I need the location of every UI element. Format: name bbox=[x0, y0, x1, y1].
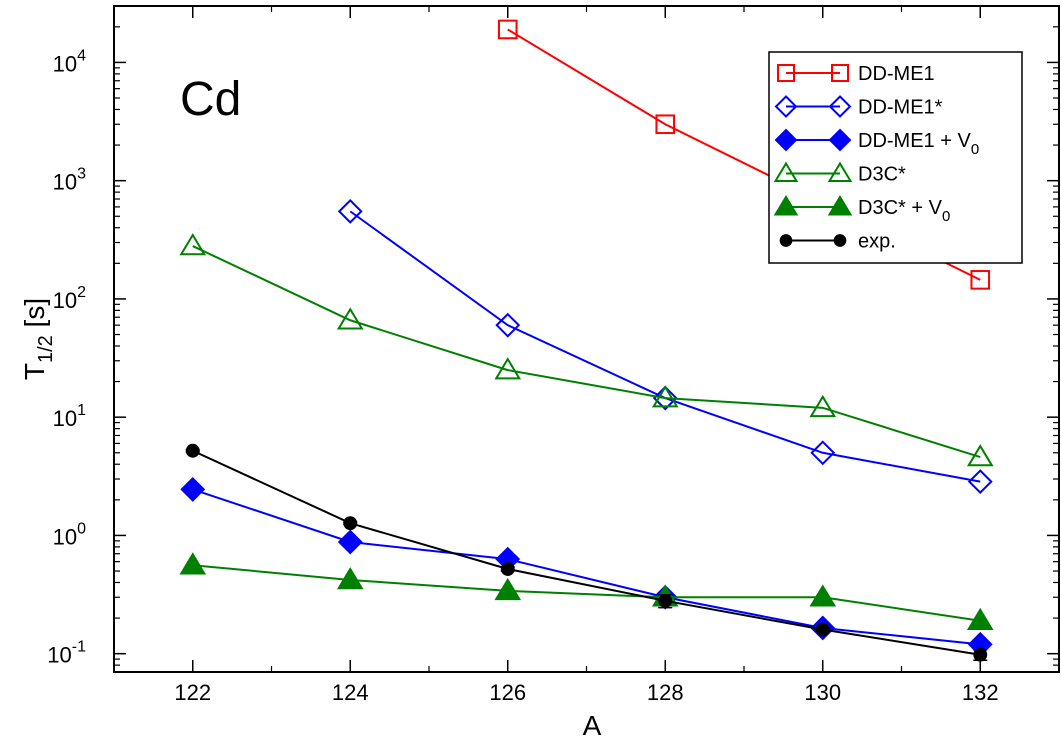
legend: DD-ME1 DD-ME1* DD-ME1 + V0 D3C* D3C* + V0 exp… bbox=[768, 51, 1023, 264]
series-line bbox=[192, 488, 981, 646]
marker-circle bbox=[779, 234, 793, 247]
x-tick-label: 132 bbox=[962, 680, 999, 705]
marker-triangle bbox=[179, 552, 207, 575]
series-dd-me1-v-0 bbox=[180, 476, 993, 657]
marker-triangle bbox=[809, 584, 837, 607]
y-tick-label: 100 bbox=[53, 520, 86, 549]
x-tick-label: 128 bbox=[647, 680, 684, 705]
marker-square bbox=[655, 114, 676, 135]
marker-circle bbox=[815, 622, 830, 637]
legend-entry: DD-ME1 + V0 bbox=[774, 128, 979, 158]
x-tick-label: 126 bbox=[489, 680, 526, 705]
marker-square bbox=[831, 64, 849, 82]
y-tick-label: 104 bbox=[53, 47, 86, 76]
y-tick-label: 102 bbox=[53, 284, 86, 313]
legend-entry: DD-ME1 bbox=[777, 63, 935, 85]
marker-square bbox=[497, 19, 518, 40]
marker-square bbox=[970, 270, 991, 290]
x-tick-label: 122 bbox=[174, 680, 211, 705]
data-series bbox=[179, 19, 994, 662]
marker-triangle bbox=[827, 195, 853, 216]
series-line bbox=[192, 245, 981, 459]
marker-diamond bbox=[180, 476, 206, 502]
marker-triangle bbox=[773, 161, 799, 182]
marker-circle bbox=[658, 593, 673, 608]
marker-triangle bbox=[773, 195, 799, 216]
x-axis-label: A bbox=[583, 710, 602, 741]
legend-entry: DD-ME1* bbox=[774, 95, 943, 119]
series-d3c- bbox=[179, 233, 994, 467]
legend-label: D3C* bbox=[858, 164, 906, 186]
marker-diamond bbox=[337, 529, 363, 555]
y-axis-label: T1/2 [s] bbox=[19, 298, 57, 380]
legend-entry: D3C* + V0 bbox=[773, 195, 950, 225]
x-tick-label: 124 bbox=[332, 680, 369, 705]
marker-triangle bbox=[966, 444, 994, 467]
y-axis-label-sub: 1/2 bbox=[35, 335, 57, 363]
y-axis-label-unit: [s] bbox=[19, 298, 50, 335]
marker-diamond bbox=[828, 128, 852, 152]
marker-triangle bbox=[827, 161, 853, 182]
series-exp- bbox=[185, 443, 988, 662]
legend-label: D3C* + V0 bbox=[858, 197, 950, 225]
legend-label: DD-ME1* bbox=[858, 97, 943, 119]
plot-frame bbox=[113, 5, 1060, 673]
y-axis-label-main: T bbox=[19, 363, 50, 380]
marker-triangle bbox=[966, 607, 994, 630]
marker-circle bbox=[185, 443, 200, 458]
series-line bbox=[192, 449, 981, 656]
marker-triangle bbox=[494, 577, 522, 601]
x-tick-label: 130 bbox=[804, 680, 841, 705]
y-tick-label: 10-1 bbox=[47, 639, 86, 668]
marker-triangle bbox=[809, 394, 837, 418]
y-tick-label: 103 bbox=[53, 166, 86, 195]
element-annotation: Cd bbox=[180, 73, 241, 126]
legend-box bbox=[768, 51, 1023, 264]
marker-diamond bbox=[810, 440, 836, 466]
axis-ticks: 122 124 126 128 130 132 10-1 100 101 102 103 104 bbox=[47, 6, 1060, 705]
marker-circle bbox=[973, 647, 988, 662]
series-line bbox=[192, 564, 981, 622]
marker-circle bbox=[833, 234, 847, 247]
y-tick-label: 101 bbox=[53, 402, 86, 431]
legend-entry: exp. bbox=[779, 231, 896, 253]
marker-square bbox=[777, 64, 795, 82]
legend-label: exp. bbox=[858, 231, 896, 253]
marker-triangle bbox=[179, 233, 207, 256]
legend-label: DD-ME1 bbox=[858, 63, 935, 85]
marker-circle bbox=[500, 562, 515, 576]
marker-diamond bbox=[337, 198, 363, 224]
marker-diamond bbox=[774, 95, 798, 118]
legend-entry: D3C* bbox=[773, 161, 906, 186]
marker-circle bbox=[343, 516, 358, 531]
marker-diamond bbox=[652, 385, 678, 411]
marker-triangle bbox=[494, 357, 522, 380]
marker-diamond bbox=[495, 312, 521, 338]
marker-diamond bbox=[967, 469, 993, 495]
marker-triangle bbox=[336, 567, 364, 590]
series-d3c-v-0 bbox=[179, 552, 994, 630]
marker-triangle bbox=[336, 307, 364, 330]
marker-triangle bbox=[651, 385, 679, 408]
marker-diamond bbox=[828, 95, 852, 118]
legend-label: DD-ME1 + V0 bbox=[858, 130, 979, 158]
marker-diamond bbox=[774, 128, 798, 152]
